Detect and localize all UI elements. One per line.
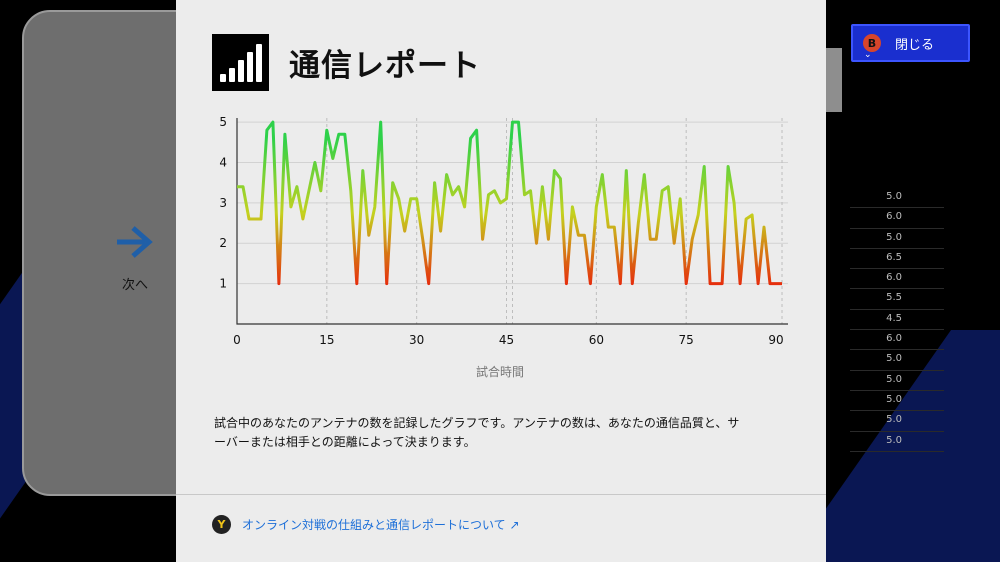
description-line-2: ーバーまたは相手との距離によって決まります。 [214,435,476,449]
title-row: 通信レポート [212,34,481,91]
x-tick-label: 30 [409,333,424,347]
score-row: 5.0 [850,371,944,391]
x-tick-label: 45 [499,333,514,347]
score-row: 5.0 [850,432,944,452]
connection-report-panel: 通信レポート 1 2 3 4 5 0 15 30 45 60 75 90 試合時間 試合中のあなたのア… [176,0,826,562]
score-row: 6.0 [850,208,944,229]
help-link-text: オンライン対戦の仕組みと通信レポートについて ↗ [242,518,520,532]
arrow-right-icon [117,226,153,258]
score-list: 5.0 6.0 5.0 6.5 6.0 5.5 4.5 6.0 5.0 5.0 5.0 5.0 5.0 [850,188,944,452]
divider [176,494,826,495]
score-row: 5.0 [850,411,944,432]
close-button[interactable]: B 閉じる [851,24,970,62]
b-button-badge: B [863,34,881,52]
score-row: 5.0 [850,188,944,209]
x-tick-label: 0 [233,333,241,347]
signal-strength-icon [212,34,269,91]
score-row: 6.5 [850,249,944,270]
y-tick-label: 5 [219,115,227,129]
score-row: 6.0 [850,269,944,290]
description-line-1: 試合中のあなたのアンテナの数を記録したグラフです。アンテナの数は、あなたの通信品… [214,416,740,430]
x-axis-label: 試合時間 [476,364,524,379]
score-row: 6.0 [850,330,944,351]
close-label: 閉じる [895,37,935,53]
y-tick-label: 1 [219,277,227,291]
y-button-badge: Y [212,515,231,534]
next-button[interactable]: 次へ [100,218,170,293]
x-tick-label: 75 [679,333,694,347]
score-row: 5.0 [850,391,944,412]
x-tick-label: 90 [768,333,783,347]
page-title: 通信レポート [289,48,481,84]
help-link[interactable]: Y オンライン対戦の仕組みと通信レポートについて ↗ [212,515,520,534]
x-tick-label: 60 [589,333,604,347]
score-row: 5.5 [850,289,944,310]
chevron-down-icon: ⌄ [864,50,872,60]
x-tick-label: 15 [319,333,334,347]
y-tick-label: 3 [219,196,227,210]
y-tick-label: 4 [219,155,227,169]
next-label: 次へ [121,278,148,293]
score-row: 5.0 [850,350,944,371]
score-row: 4.5 [850,310,944,331]
score-row: 5.0 [850,229,944,249]
scrollbar-thumb[interactable] [826,48,842,112]
series-line [237,120,782,286]
description: 試合中のあなたのアンテナの数を記録したグラフです。アンテナの数は、あなたの通信品… [214,414,784,452]
y-tick-label: 2 [219,236,227,250]
